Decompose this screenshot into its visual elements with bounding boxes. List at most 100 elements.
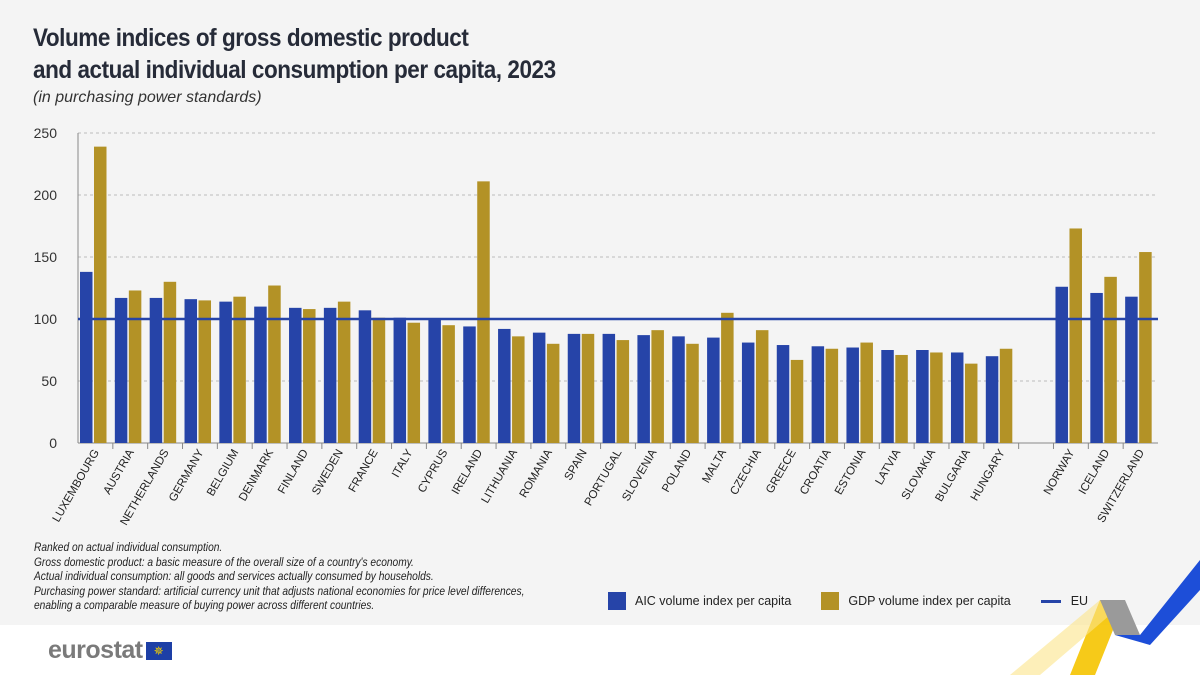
x-tick-label: CYPRUS	[416, 447, 451, 495]
bar-gdp	[198, 300, 212, 443]
bar-aic	[80, 271, 93, 443]
bar-aic	[707, 337, 720, 443]
bar-aic	[811, 346, 825, 443]
bar-gdp	[721, 312, 734, 443]
bar-aic	[393, 317, 407, 443]
legend-label: GDP volume index per capita	[848, 594, 1011, 608]
bar-gdp	[999, 348, 1013, 443]
note: enabling a comparable measure of buying …	[34, 598, 375, 612]
bar-gdp	[337, 301, 351, 443]
x-tick-label: DENMARK	[237, 447, 276, 503]
x-tick-label: SLOVAKIA	[900, 447, 939, 502]
bar-gdp	[442, 325, 455, 443]
bar-aic	[323, 307, 337, 443]
bar-gdp	[1069, 228, 1082, 443]
note: Gross domestic product: a basic measure …	[34, 554, 414, 569]
y-tick-label: 200	[34, 187, 58, 203]
bar-aic	[776, 345, 790, 443]
note: Purchasing power standard: artificial cu…	[34, 583, 525, 598]
decorative-ribbon	[1010, 560, 1200, 675]
bar-gdp	[128, 290, 142, 443]
bar-gdp	[477, 181, 490, 444]
x-tick-label: FRANCE	[347, 447, 381, 494]
x-tick-label: GERMANY	[167, 447, 207, 504]
x-tick-label: BELGIUM	[205, 448, 241, 499]
x-tick-label: LUXEMBOURG	[51, 447, 102, 524]
bar-aic	[219, 301, 232, 443]
bar-gdp	[372, 317, 386, 443]
bar-gdp	[407, 322, 421, 443]
bar-gdp	[546, 343, 560, 443]
bar-gdp	[1104, 276, 1117, 443]
bar-aic	[950, 352, 964, 443]
logo-text: eurostat	[48, 636, 143, 664]
x-tick-label: FINLAND	[276, 448, 311, 497]
bar-gdp	[1139, 252, 1152, 443]
bar-aic	[254, 306, 267, 443]
bar-aic	[846, 347, 859, 443]
x-tick-label: IRELAND	[450, 447, 485, 496]
x-tick-label: HUNGARY	[969, 447, 1008, 503]
bar-aic	[358, 310, 372, 443]
legend: AIC volume index per capita GDP volume i…	[608, 592, 1118, 610]
bar-gdp	[755, 330, 769, 443]
x-tick-label: AUSTRIA	[102, 447, 137, 496]
bar-aic	[1090, 292, 1103, 443]
bar-aic	[1055, 286, 1068, 443]
chart-subtitle: (in purchasing power standards)	[33, 89, 262, 106]
bar-aic	[567, 333, 581, 443]
bar-aic	[498, 328, 511, 443]
bar-aic	[532, 332, 546, 443]
x-tick-label: SWEDEN	[310, 448, 346, 498]
y-tick-label: 250	[34, 125, 58, 141]
x-tick-label: NORWAY	[1042, 447, 1078, 497]
x-tick-label: POLAND	[660, 448, 694, 495]
x-tick-label: MALTA	[700, 447, 729, 485]
bar-aic	[289, 307, 302, 443]
legend-swatch-aic	[608, 592, 626, 610]
bar-gdp	[163, 281, 177, 443]
bar-aic	[985, 356, 999, 443]
x-tick-label: SLOVENIA	[620, 447, 659, 503]
bar-gdp	[964, 363, 978, 443]
x-tick-label: LATVIA	[874, 447, 904, 487]
x-tick-label: ICELAND	[1077, 448, 1112, 497]
legend-item-gdp: GDP volume index per capita	[821, 592, 1011, 610]
bar-aic	[741, 342, 755, 443]
bar-gdp	[895, 354, 908, 443]
y-tick-label: 50	[41, 373, 57, 389]
x-tick-label: BULGARIA	[934, 447, 974, 504]
x-tick-label: GREECE	[764, 447, 799, 495]
bar-gdp	[512, 336, 525, 443]
note: Actual individual consumption: all goods…	[34, 569, 434, 583]
bar-aic	[881, 350, 894, 443]
bar-gdp	[686, 343, 699, 443]
legend-swatch-gdp	[821, 592, 840, 610]
y-tick-label: 0	[49, 435, 57, 451]
bar-gdp	[616, 340, 630, 443]
eurostat-logo: eurostat ✵	[48, 636, 172, 665]
bar-gdp	[303, 309, 316, 443]
bar-aic	[184, 299, 198, 443]
bar-gdp	[94, 146, 107, 443]
bar-gdp	[651, 330, 664, 443]
bar-aic	[114, 297, 128, 443]
bar-gdp	[233, 296, 246, 443]
eu-flag-icon: ✵	[145, 641, 172, 660]
bar-gdp	[790, 359, 804, 443]
legend-label: AIC volume index per capita	[635, 594, 792, 608]
x-tick-label: CROATIA	[798, 447, 834, 497]
x-tick-label: LITHUANIA	[480, 447, 521, 505]
legend-line-eu	[1040, 599, 1061, 603]
x-tick-label: PORTUGAL	[583, 447, 625, 508]
y-tick-label: 100	[34, 311, 58, 327]
x-tick-label: ESTONIA	[833, 447, 869, 497]
bar-gdp	[930, 352, 943, 443]
chart-title: Volume indices of gross domestic product…	[33, 22, 556, 86]
legend-item-eu: EU	[1040, 594, 1088, 608]
x-tick-label: ITALY	[390, 447, 416, 479]
bar-aic	[428, 319, 441, 443]
bar-gdp	[860, 342, 873, 443]
x-tick-label: CZECHIA	[728, 447, 764, 497]
